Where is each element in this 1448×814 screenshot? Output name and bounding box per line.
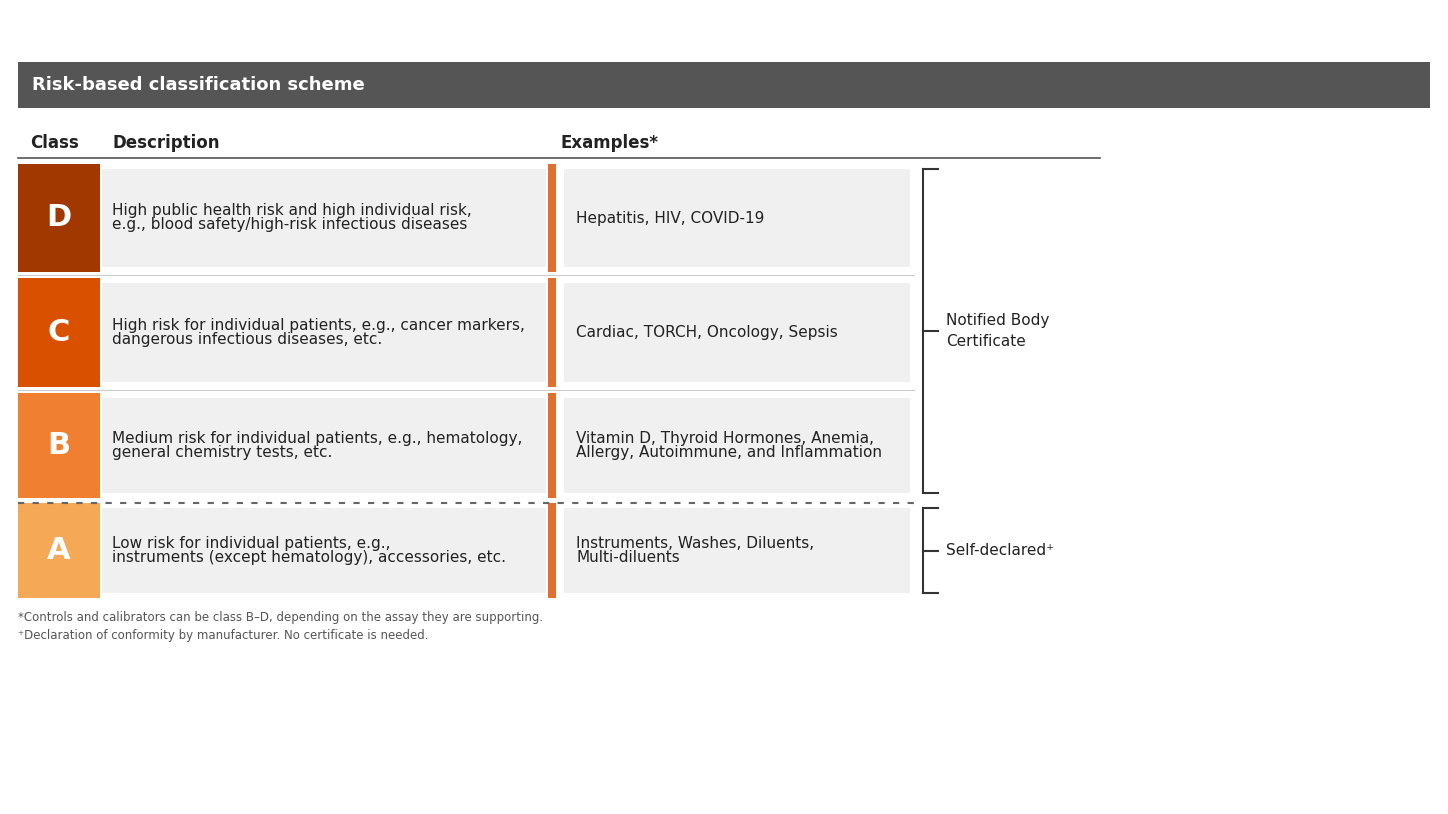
- Bar: [547, 393, 556, 498]
- Text: Multi-diluents: Multi-diluents: [576, 550, 679, 565]
- Text: dangerous infectious diseases, etc.: dangerous infectious diseases, etc.: [111, 332, 382, 347]
- Text: Hepatitis, HIV, COVID-19: Hepatitis, HIV, COVID-19: [576, 211, 765, 225]
- Bar: [547, 164, 556, 272]
- Bar: [547, 503, 556, 598]
- Text: D: D: [46, 204, 71, 233]
- Bar: [101, 398, 546, 493]
- Bar: [17, 164, 100, 272]
- Text: Class: Class: [30, 134, 78, 152]
- Text: Self-declared⁺: Self-declared⁺: [946, 543, 1054, 558]
- Text: A: A: [48, 536, 71, 565]
- Text: B: B: [48, 431, 71, 460]
- Bar: [17, 503, 100, 598]
- Bar: [547, 278, 556, 387]
- Text: Allergy, Autoimmune, and Inflammation: Allergy, Autoimmune, and Inflammation: [576, 445, 882, 460]
- Text: High public health risk and high individual risk,: High public health risk and high individ…: [111, 204, 472, 218]
- Bar: [17, 393, 100, 498]
- Text: Examples*: Examples*: [560, 134, 657, 152]
- Bar: [565, 398, 909, 493]
- Bar: [565, 508, 909, 593]
- Text: Low risk for individual patients, e.g.,: Low risk for individual patients, e.g.,: [111, 536, 391, 551]
- Text: Notified Body
Certificate: Notified Body Certificate: [946, 313, 1050, 349]
- Bar: [565, 169, 909, 267]
- Text: general chemistry tests, etc.: general chemistry tests, etc.: [111, 445, 333, 460]
- Text: *Controls and calibrators can be class B–D, depending on the assay they are supp: *Controls and calibrators can be class B…: [17, 611, 543, 624]
- Text: ⁺Declaration of conformity by manufacturer. No certificate is needed.: ⁺Declaration of conformity by manufactur…: [17, 629, 429, 642]
- Bar: [101, 508, 546, 593]
- Bar: [17, 62, 1431, 108]
- Text: C: C: [48, 318, 70, 347]
- Text: Cardiac, TORCH, Oncology, Sepsis: Cardiac, TORCH, Oncology, Sepsis: [576, 325, 838, 340]
- Text: High risk for individual patients, e.g., cancer markers,: High risk for individual patients, e.g.,…: [111, 318, 524, 333]
- Text: Description: Description: [111, 134, 220, 152]
- Text: e.g., blood safety/high-risk infectious diseases: e.g., blood safety/high-risk infectious …: [111, 217, 468, 233]
- Text: Medium risk for individual patients, e.g., hematology,: Medium risk for individual patients, e.g…: [111, 431, 523, 446]
- Bar: [101, 283, 546, 382]
- Text: instruments (except hematology), accessories, etc.: instruments (except hematology), accesso…: [111, 550, 505, 565]
- Bar: [17, 278, 100, 387]
- Text: Risk-based classification scheme: Risk-based classification scheme: [32, 76, 365, 94]
- Text: Vitamin D, Thyroid Hormones, Anemia,: Vitamin D, Thyroid Hormones, Anemia,: [576, 431, 875, 446]
- Text: Instruments, Washes, Diluents,: Instruments, Washes, Diluents,: [576, 536, 814, 551]
- Bar: [565, 283, 909, 382]
- Bar: [101, 169, 546, 267]
